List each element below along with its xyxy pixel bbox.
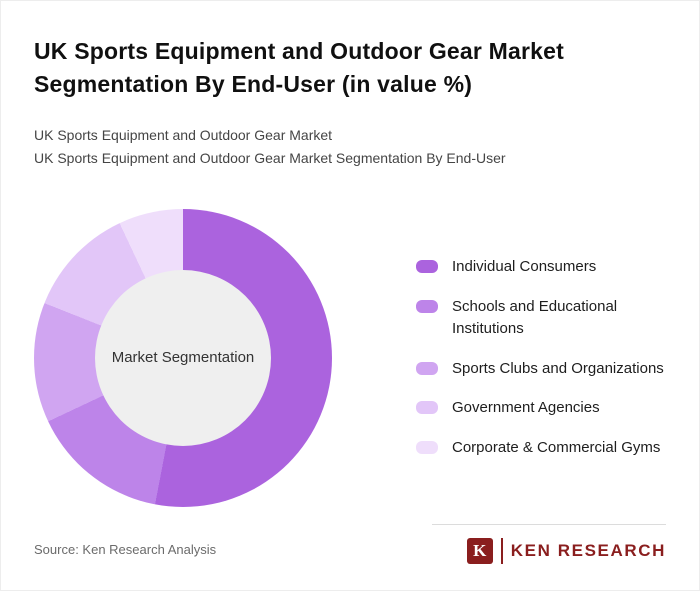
legend-swatch — [416, 300, 438, 314]
logo-text: KEN RESEARCH — [510, 541, 666, 560]
legend-swatch — [416, 401, 438, 415]
legend-item: Government Agencies — [416, 397, 666, 419]
legend-item: Sports Clubs and Organizations — [416, 358, 666, 380]
chart-section: Market Segmentation Individual Consumers… — [34, 191, 666, 524]
legend-item: Corporate & Commercial Gyms — [416, 437, 666, 459]
logo-k-icon: K — [466, 538, 493, 564]
legend-swatch — [416, 260, 438, 274]
source-text: Source: Ken Research Analysis — [34, 542, 217, 557]
footer: Source: Ken Research Analysis K KEN RESE… — [34, 524, 666, 564]
legend-swatch — [416, 361, 438, 375]
subtitle-line-1: UK Sports Equipment and Outdoor Gear Mar… — [34, 127, 333, 144]
subtitle-line-2: UK Sports Equipment and Outdoor Gear Mar… — [34, 149, 506, 166]
donut-center-label: Market Segmentation — [111, 349, 255, 367]
legend-label: Corporate & Commercial Gyms — [452, 439, 661, 457]
legend-label: Individual Consumers — [452, 258, 597, 276]
page-title: UK Sports Equipment and Outdoor Gear Mar… — [34, 38, 564, 97]
donut-chart-wrapper: Market Segmentation — [34, 208, 332, 507]
legend-swatch — [416, 441, 438, 455]
legend-item: Individual Consumers — [416, 256, 666, 278]
legend-label: Schools and Educational Institutions — [452, 298, 618, 337]
legend-item: Schools and Educational Institutions — [416, 296, 666, 340]
legend-label: Sports Clubs and Organizations — [452, 359, 664, 377]
legend-label: Government Agencies — [452, 399, 600, 417]
donut-center: Market Segmentation — [95, 269, 271, 446]
chart-legend: Individual Consumers Schools and Educati… — [416, 256, 666, 459]
ken-research-logo: K KEN RESEARCH — [432, 524, 666, 564]
logo-divider — [500, 538, 503, 564]
